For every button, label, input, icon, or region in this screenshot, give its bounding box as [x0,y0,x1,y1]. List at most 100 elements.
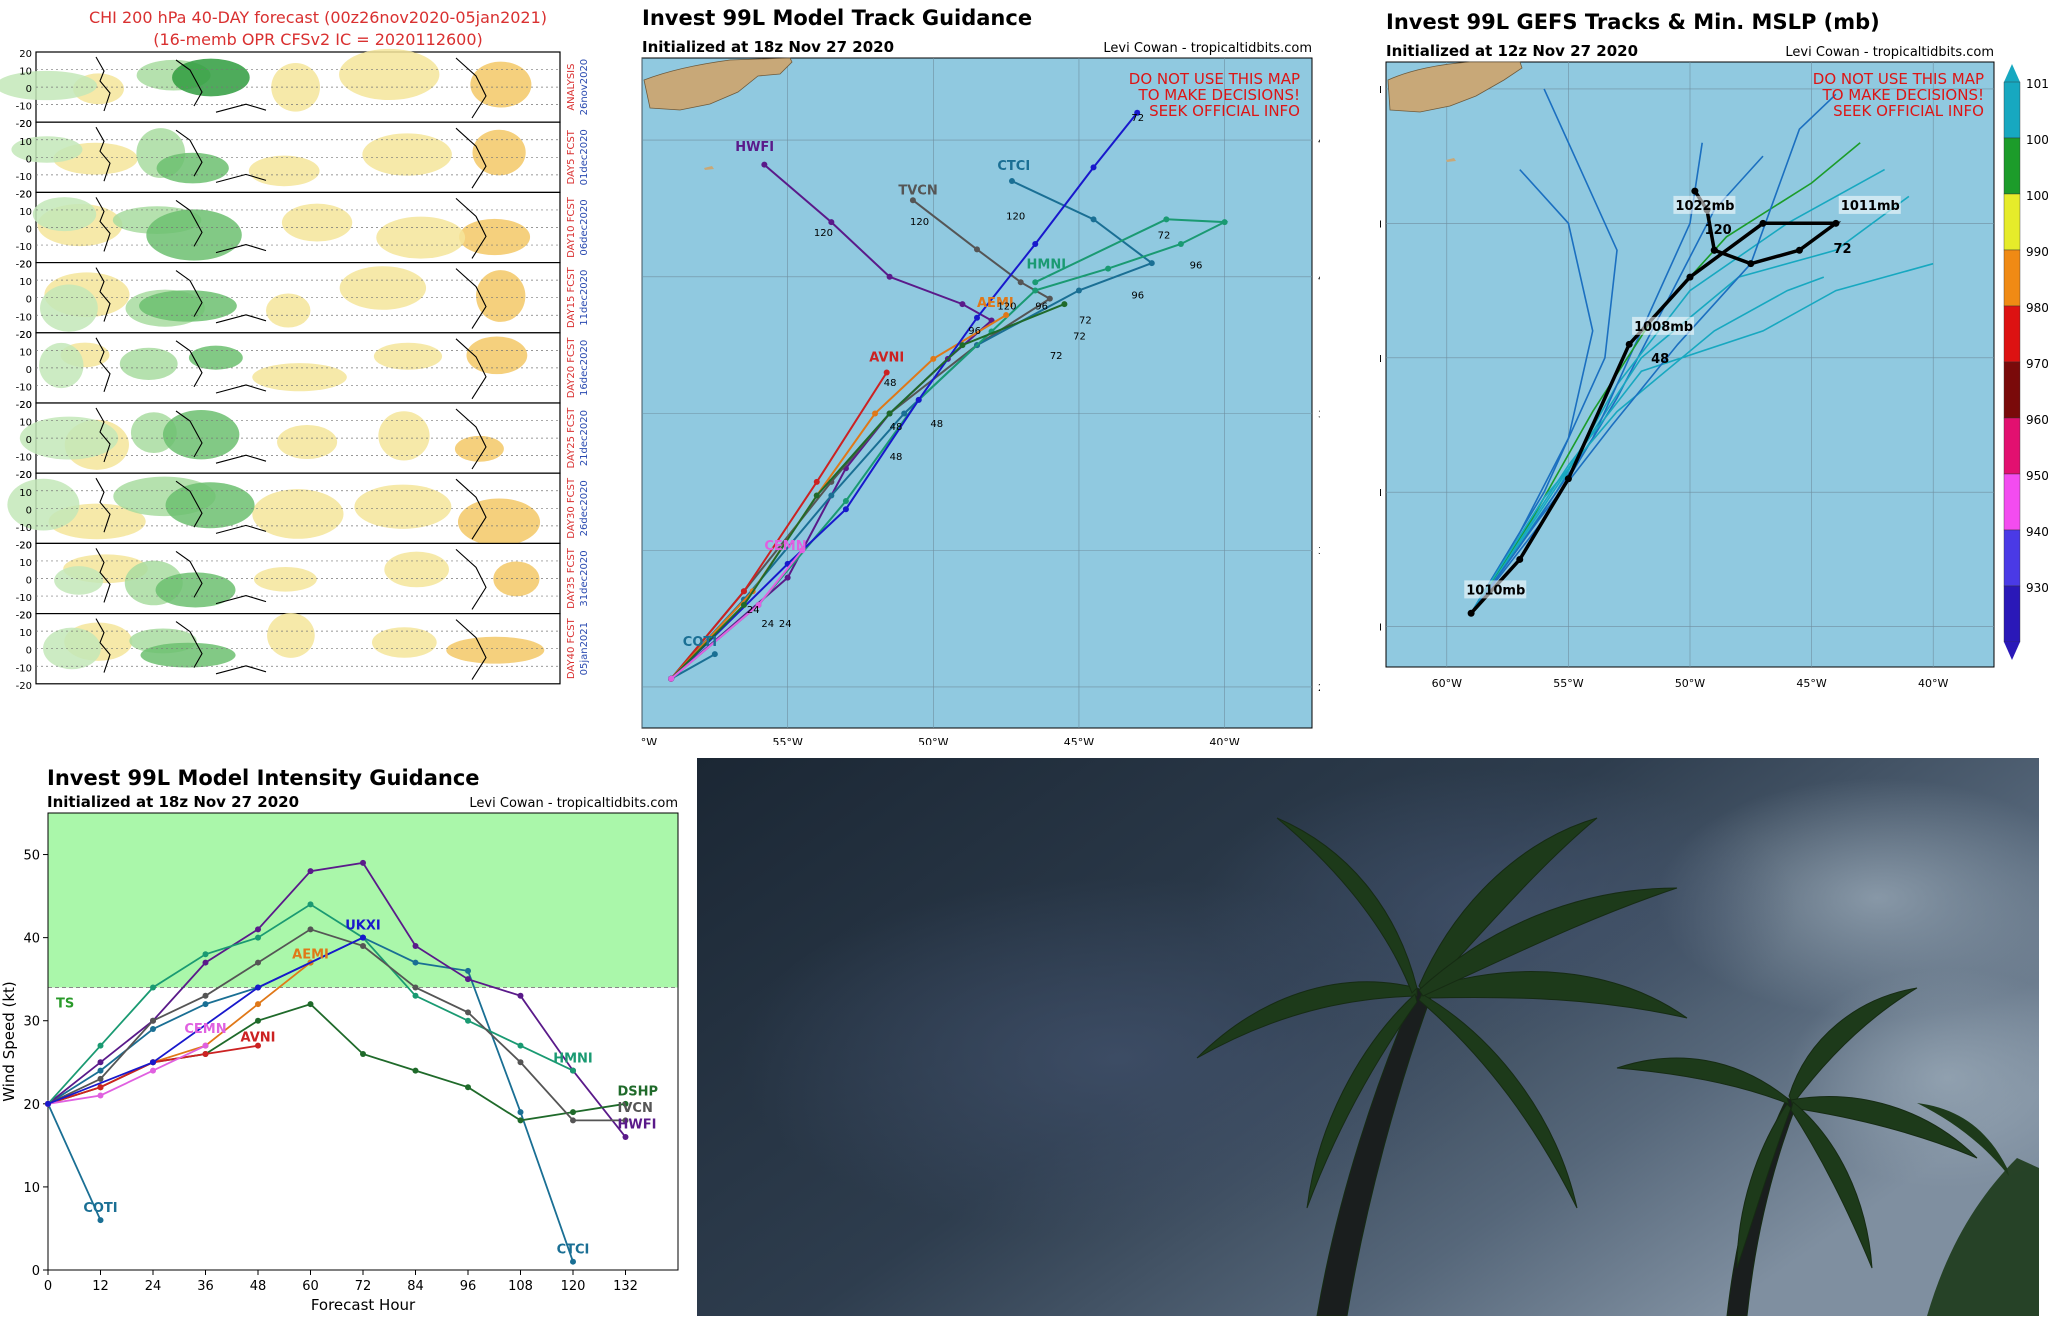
chi-anomaly-blob [252,363,347,392]
intensity-ytick-label: 0 [32,1264,40,1279]
gefs-pressure-label-bg [1464,580,1527,599]
intensity-point-ukxi [360,934,366,941]
chi-ytick-label: -20 [16,119,32,130]
track-point-cemn [668,675,675,682]
chi-ytick-label: 0 [26,646,32,657]
chi-anomaly-blob [188,345,243,370]
track-title: Invest 99L Model Track Guidance [642,6,1032,30]
intensity-ts-band [48,813,678,988]
chi-anomaly-blob [172,58,250,97]
track-model-label: HWFI [735,140,774,155]
track-hour-label: 120 [814,228,833,239]
chi-coastline [95,477,487,540]
chi-ytick-label: -20 [16,400,32,411]
intensity-point-ctci [202,1001,209,1008]
chi-anomaly-blob [373,342,443,370]
intensity-point-ivcn [622,1117,629,1124]
track-warning-line-2: TO MAKE DECISIONS! [1138,86,1300,104]
chi-row-label: DAY10 FCST [566,196,577,258]
chi-row-label: DAY30 FCST [566,477,577,539]
intensity-point-hwfi [412,942,419,949]
gefs-member-track [1470,93,1837,614]
chi-anomaly-blob [362,133,452,176]
track-hour-label: 72 [1073,332,1086,343]
track-point-avni [740,588,747,595]
chi-anomaly-blob [32,197,97,232]
intensity-point-hmni [570,1067,576,1074]
chi-ytick-label: 10 [19,137,32,148]
intensity-ytick-label: 30 [23,1015,40,1030]
gefs-hour-label: 120 [1705,223,1732,238]
gefs-colorbar-arrow-bottom [2004,642,2020,660]
chi-anomaly-blob [54,566,104,595]
gefs-hour-label: 72 [1833,242,1851,257]
intensity-point-cemn [97,1092,104,1099]
chi-ytick-label: 20 [19,540,32,551]
chi-forecast-panel: CHI 200 hPa 40-DAY forecast (00z26nov202… [0,0,640,690]
track-point-hmni [1221,219,1228,226]
chi-anomaly-blob [253,566,317,592]
track-point-hwfi [784,574,791,581]
gefs-colorbar-segment [2003,529,2021,587]
intensity-xtick-label: 48 [250,1279,267,1294]
track-line-dshp [670,303,1065,680]
gefs-warning-line-2: TO MAKE DECISIONS! [1822,86,1984,104]
track-line-hwfi [670,163,994,680]
chi-anomaly-blob [376,216,466,259]
chi-anomaly-blob [457,498,541,546]
gefs-grid: 60°W 55°W 50°W 45°W 40°W 45°N 40°N 35°N 30°N 25°N [1380,62,1994,690]
gefs-point [1747,260,1755,268]
chi-anomaly-blob [281,203,353,242]
gefs-lat-label: 35°N [1380,354,1382,365]
chi-ytick-label: -10 [16,593,32,604]
intensity-series-label: AVNI [241,1031,276,1046]
gefs-member-track [1470,276,1825,614]
track-point-cemn [799,547,806,554]
gefs-credit: Levi Cowan - tropicaltidbits.com [1785,45,1994,60]
track-lon-label: 40°W [1209,736,1239,745]
track-point-ukxi [974,314,980,321]
intensity-line-hwfi [47,861,627,1138]
chi-ytick-label: 0 [26,505,32,516]
chi-anomaly-blob [0,70,97,101]
intensity-xtick-label: 132 [613,1279,638,1294]
gefs-member-track [1470,88,1618,614]
gefs-colorbar-label: 960 [2026,413,2048,427]
track-hour-label: 48 [890,452,903,463]
intensity-point-dshp [517,1117,524,1124]
chi-anomaly-blob [371,627,437,658]
track-point-ukxi [1032,240,1039,247]
chi-ytick-label: 10 [19,207,32,218]
chi-ytick-label: 20 [19,330,32,341]
gefs-colorbar-segment [2003,417,2021,475]
track-point-tvcn [974,246,980,253]
chi-ytick-label: 10 [19,488,32,499]
intensity-series-label: DSHP [618,1085,659,1100]
track-lon-label: 50°W [918,736,948,745]
gefs-point [1516,555,1524,563]
track-land-bermuda [704,166,714,170]
intensity-plot: TS 0 12 24 36 48 60 72 84 96 108 120 132 0 10 20 30 40 50 F… [0,812,679,1314]
intensity-line-ivcn [47,928,626,1122]
intensity-point-ivcn [412,984,419,991]
intensity-guidance-figure: Invest 99L Model Intensity Guidance Init… [0,766,679,1314]
intensity-ytick-label: 50 [23,849,40,864]
intensity-series-label: HMNI [553,1051,593,1066]
gefs-colorbar-segment [2003,81,2021,139]
gefs-colorbar-label: 970 [2026,357,2048,371]
chi-anomaly-blob [476,270,526,322]
track-point-hmni [1163,216,1170,223]
track-model-label: AEMI [977,296,1014,311]
gefs-point [1467,609,1475,617]
intensity-point-dshp [412,1067,419,1074]
track-hour-label: 48 [930,419,943,430]
track-point-avni [883,369,890,376]
gefs-member-track [1470,262,1934,614]
chi-anomaly-blob [470,61,532,108]
track-point-cemn [755,601,762,608]
intensity-point-ukxi [45,1100,51,1107]
track-point-ctci [1008,178,1015,185]
track-credit: Levi Cowan - tropicaltidbits.com [1103,41,1312,56]
chi-row-date: 21dec2020 [579,410,590,466]
intensity-point-hwfi [360,859,366,866]
